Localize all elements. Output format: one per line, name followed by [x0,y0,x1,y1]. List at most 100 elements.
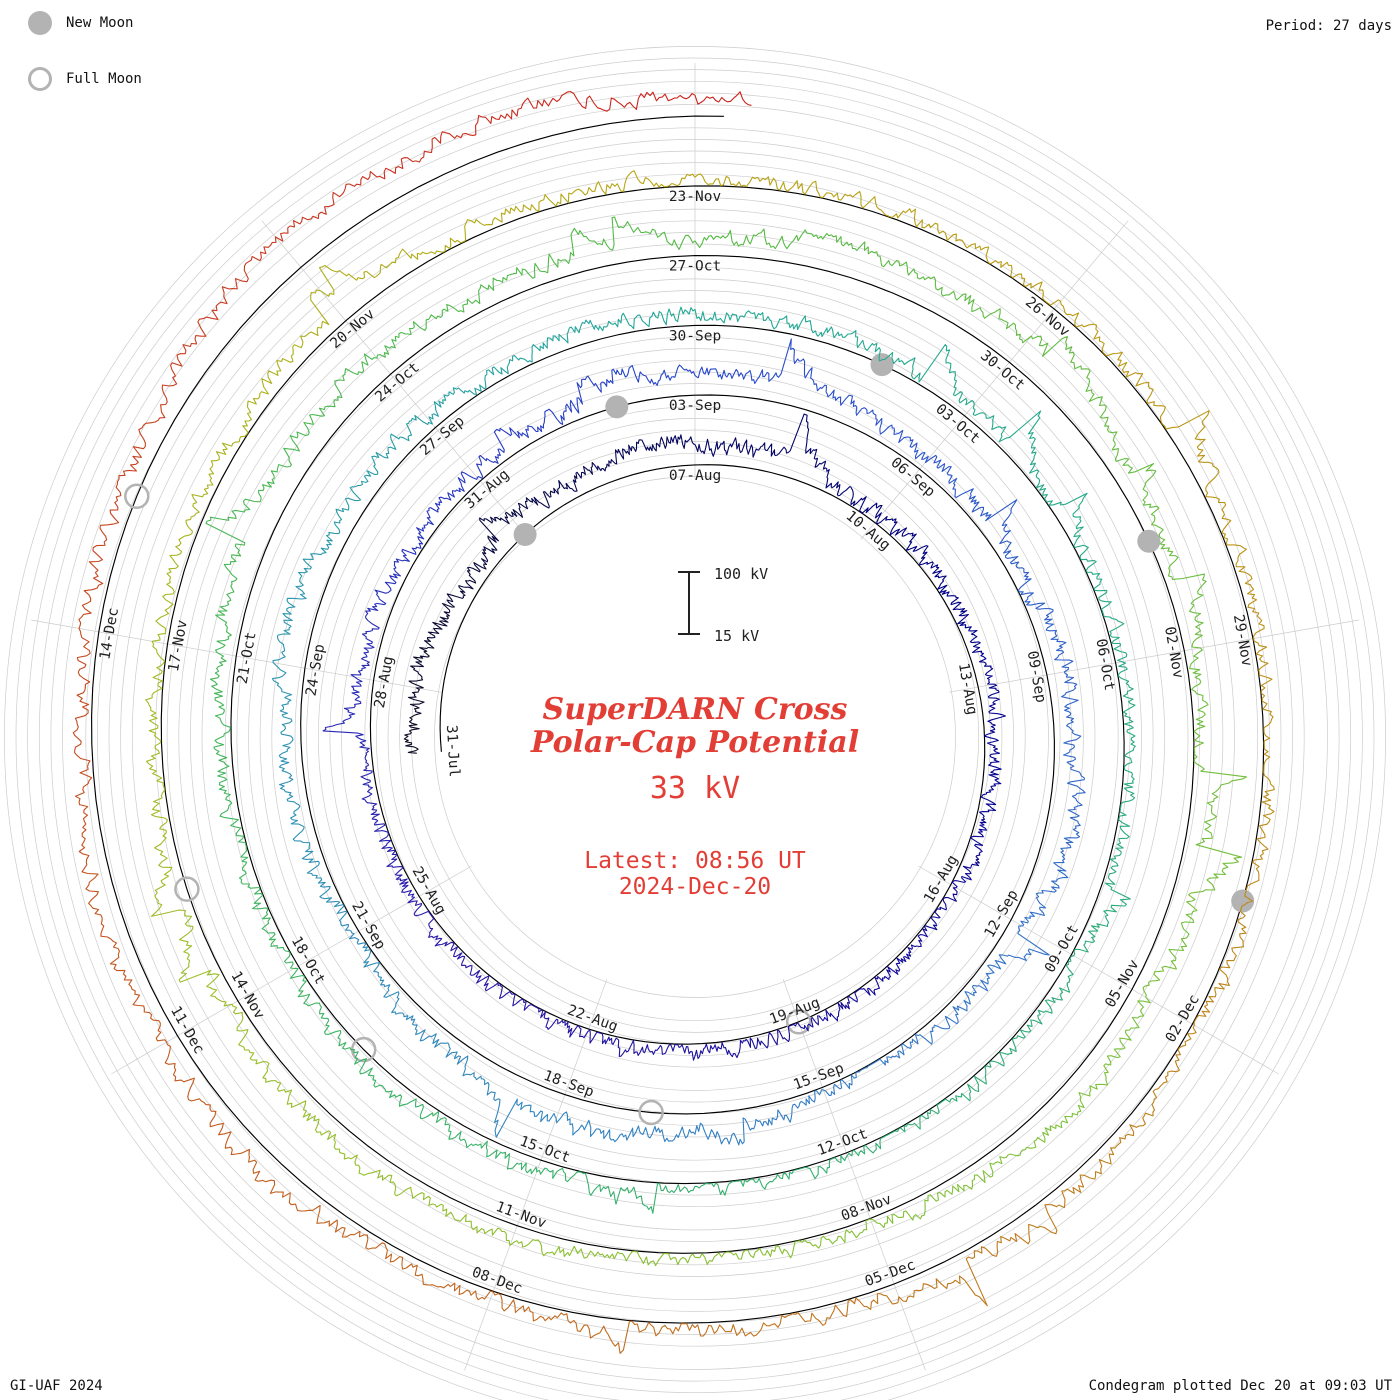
potential-trace-segment [1063,740,1086,796]
potential-trace-segment [1050,638,1078,689]
gridline-spoke [464,979,608,1371]
gridline-spoke [261,220,530,540]
trace-layer [72,90,1275,1354]
date-label: 03-Sep [669,398,721,414]
gridline-spoke [782,979,926,1371]
potential-trace-segment [390,400,442,442]
potential-trace-segment [1261,743,1275,825]
potential-trace-segment [1109,620,1130,682]
potential-trace-segment [488,1227,561,1257]
credit-label: GI-UAF 2024 [10,1378,103,1394]
potential-trace-segment [1017,893,1050,956]
potential-trace-segment [918,545,947,590]
potential-trace-segment [787,1015,829,1040]
potential-trace-segment [922,897,947,938]
potential-trace-segment [150,843,186,917]
full-moon-marker [124,483,150,509]
potential-trace-segment [720,175,799,192]
potential-trace-segment [1030,975,1071,1028]
potential-trace-segment [422,219,494,255]
potential-trace-segment [778,1229,851,1259]
potential-trace-segment [786,229,862,252]
potential-trace-segment [338,248,424,281]
legend-new-moon: New Moon [28,10,142,36]
potential-trace-segment [1061,687,1082,742]
baseline-layer [91,115,1265,1324]
potential-trace-segment [322,707,370,757]
potential-trace-segment [1074,323,1139,378]
potential-trace-segment [366,802,392,846]
potential-trace-segment [290,817,320,874]
potential-trace-segment [1195,815,1243,891]
potential-trace-segment [883,1104,940,1138]
potential-trace-segment [1029,459,1088,506]
potential-trace-segment [1003,545,1032,596]
potential-trace-segment [1131,957,1177,1019]
potential-trace-segment [446,567,477,603]
potential-trace-segment [326,485,362,537]
date-label: 02-Dec [1163,992,1203,1045]
potential-trace-segment [283,948,320,1007]
potential-trace-segment [714,310,773,327]
potential-trace-segment [1042,1083,1100,1136]
potential-trace-segment [884,344,952,383]
date-label: 16-Aug [921,853,961,906]
potential-trace-segment [401,884,435,927]
potential-trace-segment [609,364,662,386]
potential-trace-segment [979,783,1002,824]
moon-markers-layer [124,353,1255,1126]
potential-trace-segment [306,872,347,922]
potential-trace-segment [660,364,713,381]
gridline-circle [434,476,956,998]
potential-trace-segment [542,1312,624,1354]
potential-trace-segment [205,498,262,563]
potential-trace-segment [318,1002,359,1059]
potential-trace-segment [467,535,498,573]
potential-trace-segment [1127,463,1164,538]
potential-trace-segment [860,966,901,996]
potential-trace-segment [543,90,637,112]
date-label: 31-Aug [462,467,512,513]
gridline-spoke [111,865,472,1075]
potential-trace-segment [1168,889,1207,959]
potential-trace-segment [428,925,463,960]
potential-trace-segment [334,339,396,382]
new-moon-marker [1137,529,1161,553]
moon-legend: New Moon Full Moon [28,10,142,122]
potential-trace-segment [567,170,644,204]
potential-trace-segment [813,383,858,416]
potential-trace-segment [365,573,401,615]
potential-trace-segment [1065,923,1108,977]
potential-trace-segment [187,1096,251,1158]
gridline-spoke [860,220,1129,540]
potential-trace-segment [590,448,628,475]
potential-trace-segment [1035,847,1069,895]
potential-trace-segment [407,674,425,715]
potential-trace-segment [797,180,877,209]
potential-trace-segment [757,1098,810,1127]
potential-trace-segment [789,1297,872,1326]
potential-trace-segment [145,692,162,770]
potential-trace-segment [149,768,168,845]
potential-trace-segment [901,1024,951,1056]
date-label: 07-Aug [669,468,721,484]
potential-trace-segment [708,437,749,457]
potential-trace-segment [747,413,805,458]
date-label: 12-Sep [982,887,1022,940]
potential-trace-segment [860,241,926,281]
new-moon-label: New Moon [66,15,134,31]
potential-trace-segment [354,1161,425,1199]
new-moon-icon [28,11,52,35]
date-label: 27-Oct [669,259,721,275]
potential-trace-segment [856,496,897,525]
potential-trace-segment [870,1278,954,1305]
potential-trace-segment [247,344,302,405]
scale-bar [678,571,700,635]
date-label: 05-Nov [1102,957,1142,1011]
potential-trace-segment [217,763,242,829]
potential-trace-segment [381,844,409,887]
potential-trace-segment [427,601,456,639]
potential-trace-segment [109,433,146,519]
potential-trace-segment [647,228,719,250]
